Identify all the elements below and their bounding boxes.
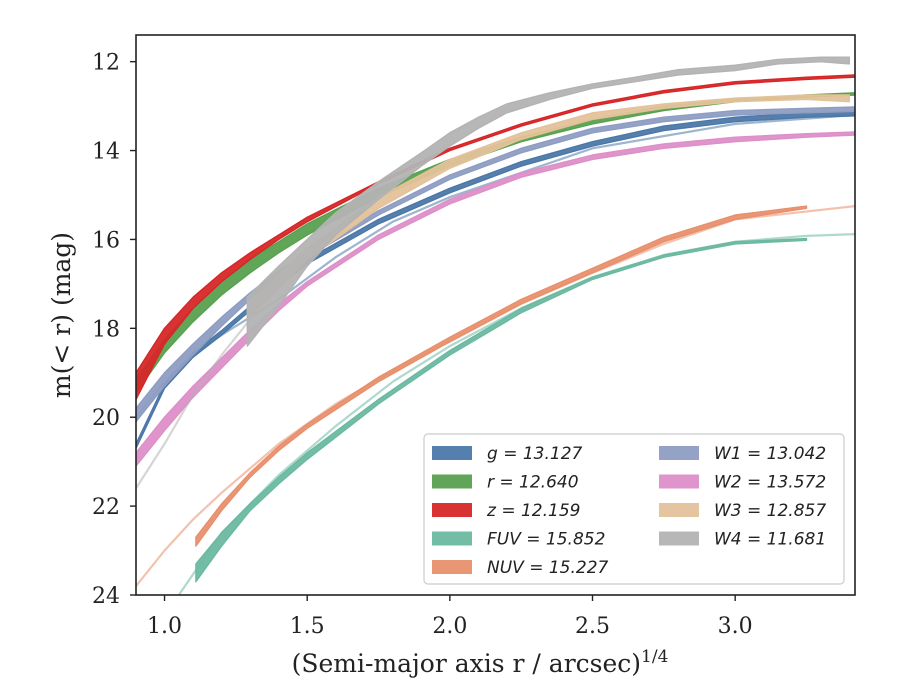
y-tick-label: 20 — [92, 406, 120, 431]
legend-swatch — [659, 503, 699, 517]
x-axis-label-main: (Semi-major axis r / arcsec) — [292, 649, 641, 678]
x-tick-label: 2.0 — [432, 614, 467, 639]
y-tick-label: 12 — [92, 51, 120, 76]
legend-box — [423, 433, 845, 585]
x-tick-label: 1.0 — [147, 614, 182, 639]
legend: g = 13.127 r = 12.640 z = 12.159 FUV = 15.8… — [423, 433, 845, 585]
legend-label: W2 = 13.572 — [714, 473, 826, 493]
legend-item-w2: W2 = 13.572 — [659, 473, 826, 493]
tick-layer: 1.0 1.5 2.0 2.5 3.0 12 14 16 18 20 22 24 — [92, 51, 753, 639]
legend-swatch — [432, 474, 472, 489]
legend-swatch — [432, 531, 472, 546]
legend-label: W3 = 12.857 — [714, 501, 826, 521]
legend-label: W4 = 11.681 — [714, 530, 826, 550]
legend-swatch — [432, 446, 472, 460]
legend-swatch — [659, 474, 699, 489]
legend-swatch — [432, 503, 472, 517]
legend-swatch — [659, 446, 699, 460]
y-tick-label: 16 — [92, 228, 120, 253]
x-tick-label: 3.0 — [718, 614, 753, 639]
legend-label: r = 12.640 — [487, 473, 579, 493]
legend-item-fuv: FUV = 15.852 — [432, 530, 605, 550]
legend-swatch — [659, 531, 699, 546]
x-axis-label: (Semi-major axis r / arcsec)1/4 — [292, 647, 669, 678]
y-axis-label: m(< r) (mag) — [47, 232, 76, 398]
series-z-band — [136, 74, 855, 401]
series-nuv-band — [195, 205, 808, 547]
legend-item-nuv: NUV = 15.227 — [432, 558, 609, 578]
y-tick-label: 18 — [92, 317, 120, 342]
legend-item-z: z = 12.159 — [432, 501, 580, 521]
legend-item-r: r = 12.640 — [432, 473, 579, 493]
legend-label: NUV = 15.227 — [487, 558, 609, 578]
x-tick-label: 2.5 — [575, 614, 610, 639]
legend-label: W1 = 13.042 — [714, 444, 826, 464]
x-tick-label: 1.5 — [290, 614, 325, 639]
legend-item-w1: W1 = 13.042 — [659, 444, 826, 464]
x-axis-label-exponent: 1/4 — [641, 647, 668, 667]
legend-item-g: g = 13.127 — [432, 444, 583, 464]
plot-frame — [135, 34, 856, 596]
y-tick-label: 14 — [92, 140, 120, 165]
legend-swatch — [432, 560, 472, 574]
series-w4-trace — [136, 318, 251, 489]
legend-label: g = 13.127 — [487, 444, 583, 464]
series-w4-band — [246, 56, 850, 347]
y-tick-label: 22 — [92, 495, 120, 520]
y-tick-label: 24 — [92, 584, 120, 609]
legend-item-w4: W4 = 11.681 — [659, 530, 826, 550]
legend-label: z = 12.159 — [486, 501, 580, 521]
series-fuv-band — [195, 237, 808, 583]
legend-label: FUV = 15.852 — [487, 530, 605, 550]
series-layer — [136, 56, 855, 595]
legend-item-w3: W3 = 12.857 — [659, 501, 826, 521]
